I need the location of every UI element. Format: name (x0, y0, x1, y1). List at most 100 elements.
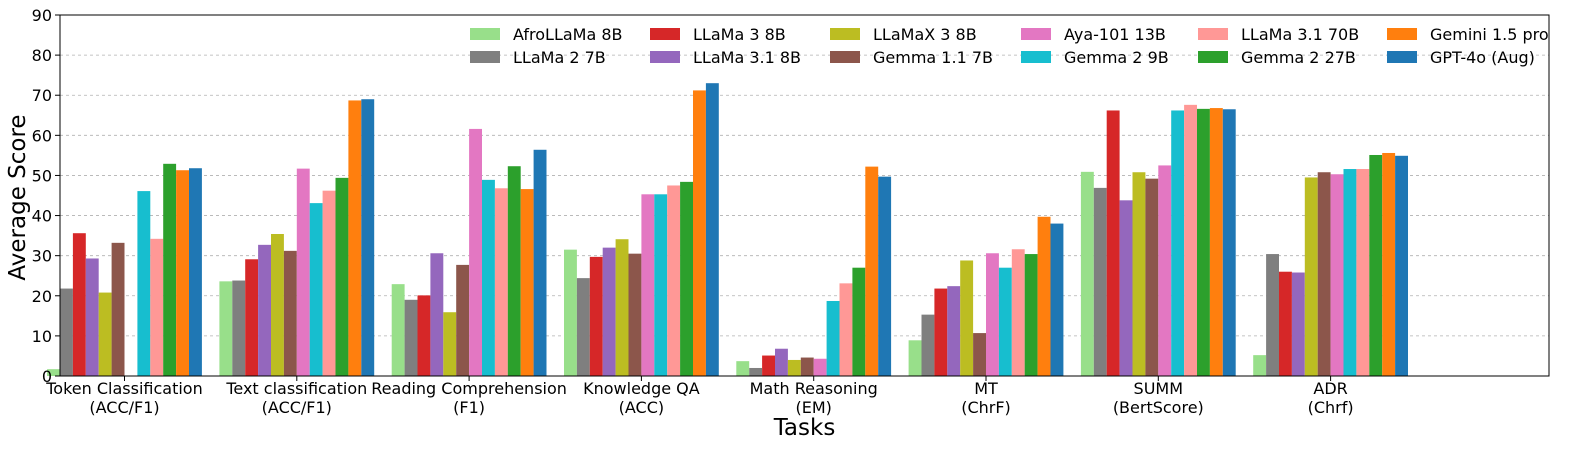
bar-llama-3-1-8b (947, 286, 961, 376)
legend-label: LLaMa 3 8B (693, 25, 786, 44)
legend-swatch (830, 28, 860, 40)
bar-gemma-2-9b (482, 179, 495, 376)
bar-gemini-1-5-pro (693, 90, 706, 377)
bar-gemma-2-9b (1343, 169, 1357, 376)
bar-gemma-2-9b (1171, 110, 1185, 376)
bar-gemma-2-9b (137, 191, 151, 376)
legend-label: LLaMaX 3 8B (873, 25, 977, 44)
legend-swatch (1021, 51, 1051, 63)
y-tick-label: 20 (32, 287, 52, 306)
bar-aya-101-13b (469, 128, 482, 376)
x-tick-label: (EM) (795, 398, 831, 417)
x-tick-label: (ACC) (619, 398, 665, 417)
legend: AfroLLaMa 8B LLaMa 2 7B LLaMa 3 8B LLaMa 3.… (470, 25, 1549, 67)
y-tick-label: 90 (32, 6, 52, 25)
y-axis-title: Average Score (5, 114, 31, 280)
bar-gemma-1-1-7b (1317, 172, 1331, 376)
bar-afrollama-8b (1253, 355, 1267, 376)
legend-swatch (1021, 28, 1051, 40)
bar-aya-101-13b (813, 358, 827, 376)
bar-aya-101-13b (1158, 165, 1172, 376)
y-tick-label: 40 (32, 207, 52, 226)
legend-swatch (1198, 51, 1228, 63)
legend-swatch (650, 51, 680, 63)
x-tick-label: (F1) (453, 398, 485, 417)
bar-llama-3-1-70b (1011, 249, 1025, 376)
bar-llama-3-1-70b (1184, 104, 1197, 377)
bar-llama-3-8b (417, 295, 431, 376)
y-tick-label: 60 (32, 126, 52, 145)
bar-gemma-2-27b (507, 166, 521, 376)
x-tick-label: (ChrF) (961, 398, 1011, 417)
x-tick-label: (Chrf) (1308, 398, 1354, 417)
bar-gemini-1-5-pro (1209, 108, 1223, 377)
bar-llama-2-7b (1093, 187, 1107, 376)
x-tick-label: (ACC/F1) (262, 398, 332, 417)
bar-afrollama-8b (736, 361, 750, 376)
bar-llama-3-1-8b (602, 247, 616, 376)
bar-gemini-1-5-pro (865, 166, 879, 376)
legend-label: Gemma 1.1 7B (873, 48, 993, 67)
y-tick-label: 50 (32, 166, 52, 185)
bar-afrollama-8b (908, 340, 922, 376)
bar-llama-2-7b (749, 367, 763, 376)
bar-llama-3-1-70b (322, 190, 336, 376)
bar-llamax-3-8b (787, 359, 801, 376)
bar-llama-3-1-70b (839, 283, 853, 376)
bar-gemma-2-27b (1197, 108, 1210, 377)
legend-swatch (1387, 51, 1417, 63)
bar-gemma-1-1-7b (973, 333, 986, 376)
bar-afrollama-8b (47, 369, 60, 376)
legend-label: AfroLLaMa 8B (513, 25, 623, 44)
bar-llamax-3-8b (1132, 172, 1146, 376)
bar-llama-3-1-8b (1291, 272, 1305, 376)
bar-llama-3-8b (934, 288, 948, 376)
bar-llamax-3-8b (271, 234, 284, 376)
bar-gemma-2-27b (1369, 154, 1383, 376)
bar-llama-3-1-8b (430, 253, 444, 376)
bar-llama-3-8b (762, 355, 775, 376)
bar-llama-3-1-70b (667, 185, 681, 376)
x-tick-label: (BertScore) (1113, 398, 1204, 417)
bar-gemma-2-27b (680, 181, 693, 376)
bar-llama-3-8b (72, 233, 86, 376)
legend-label: Gemma 2 27B (1241, 48, 1356, 67)
bar-aya-101-13b (641, 194, 655, 376)
bar-gpt-4o-aug- (1050, 223, 1064, 376)
legend-swatch (470, 51, 500, 63)
bar-aya-101-13b (986, 253, 999, 376)
bar-llama-2-7b (60, 288, 73, 376)
legend-label: LLaMa 3.1 8B (693, 48, 801, 67)
bar-llama-2-7b (232, 280, 246, 376)
bar-gemma-2-9b (998, 267, 1012, 376)
legend-swatch (830, 51, 860, 63)
bar-gemma-2-27b (335, 177, 349, 376)
x-tick-label: Text classification (225, 379, 367, 398)
bar-llama-3-1-70b (150, 238, 164, 376)
bar-gemini-1-5-pro (176, 170, 189, 376)
bar-llama-3-8b (1279, 271, 1292, 376)
bar-gemma-2-9b (309, 203, 323, 376)
bar-llamax-3-8b (443, 312, 457, 376)
bar-layer (47, 83, 1408, 377)
bar-gemma-1-1-7b (628, 253, 642, 376)
legend-swatch (650, 28, 680, 40)
bar-gemini-1-5-pro (348, 100, 362, 376)
bar-llamax-3-8b (960, 260, 974, 376)
x-tick-label: Math Reasoning (750, 379, 878, 398)
bar-gemini-1-5-pro (1037, 216, 1051, 376)
x-tick-label: SUMM (1134, 379, 1183, 398)
legend-label: Gemini 1.5 pro (1430, 25, 1549, 44)
plot-frame (59, 14, 1550, 377)
legend-label: Gemma 2 9B (1064, 48, 1169, 67)
bar-llama-3-1-8b (258, 244, 271, 376)
bar-llamax-3-8b (98, 292, 112, 376)
bar-llama-2-7b (404, 299, 418, 376)
legend-label: Aya-101 13B (1064, 25, 1166, 44)
bar-llama-3-1-70b (494, 188, 508, 376)
bar-gemma-1-1-7b (800, 357, 814, 376)
bar-llama-3-1-8b (1119, 200, 1133, 376)
bar-llama-3-8b (245, 259, 259, 376)
bar-llama-3-1-70b (1356, 169, 1370, 376)
